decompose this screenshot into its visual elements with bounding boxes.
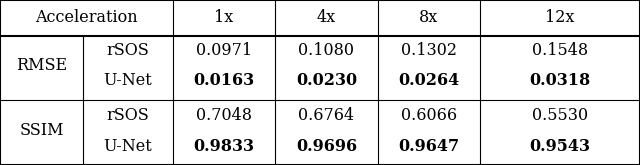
Text: 0.0318: 0.0318 <box>529 72 591 89</box>
Text: 0.9833: 0.9833 <box>193 137 255 155</box>
Text: 12x: 12x <box>545 9 575 26</box>
Text: U-Net: U-Net <box>104 137 152 155</box>
Text: 0.6066: 0.6066 <box>401 107 457 124</box>
Text: SSIM: SSIM <box>19 122 64 139</box>
Text: 8x: 8x <box>419 9 438 26</box>
Text: 0.9543: 0.9543 <box>529 137 591 155</box>
Text: 0.0230: 0.0230 <box>296 72 357 89</box>
Text: rSOS: rSOS <box>107 107 149 124</box>
Text: 1x: 1x <box>214 9 234 26</box>
Text: rSOS: rSOS <box>107 42 149 59</box>
Text: 0.9647: 0.9647 <box>398 137 460 155</box>
Text: 0.7048: 0.7048 <box>196 107 252 124</box>
Text: 4x: 4x <box>317 9 336 26</box>
Text: 0.6764: 0.6764 <box>298 107 355 124</box>
Text: 0.1548: 0.1548 <box>532 42 588 59</box>
Text: RMSE: RMSE <box>16 57 67 74</box>
Text: 0.0971: 0.0971 <box>196 42 252 59</box>
Text: U-Net: U-Net <box>104 72 152 89</box>
Text: 0.1080: 0.1080 <box>298 42 355 59</box>
Text: Acceleration: Acceleration <box>35 9 138 26</box>
Text: 0.9696: 0.9696 <box>296 137 357 155</box>
Text: 0.0163: 0.0163 <box>193 72 255 89</box>
Text: 0.5530: 0.5530 <box>532 107 588 124</box>
Text: 0.1302: 0.1302 <box>401 42 457 59</box>
Text: 0.0264: 0.0264 <box>398 72 460 89</box>
